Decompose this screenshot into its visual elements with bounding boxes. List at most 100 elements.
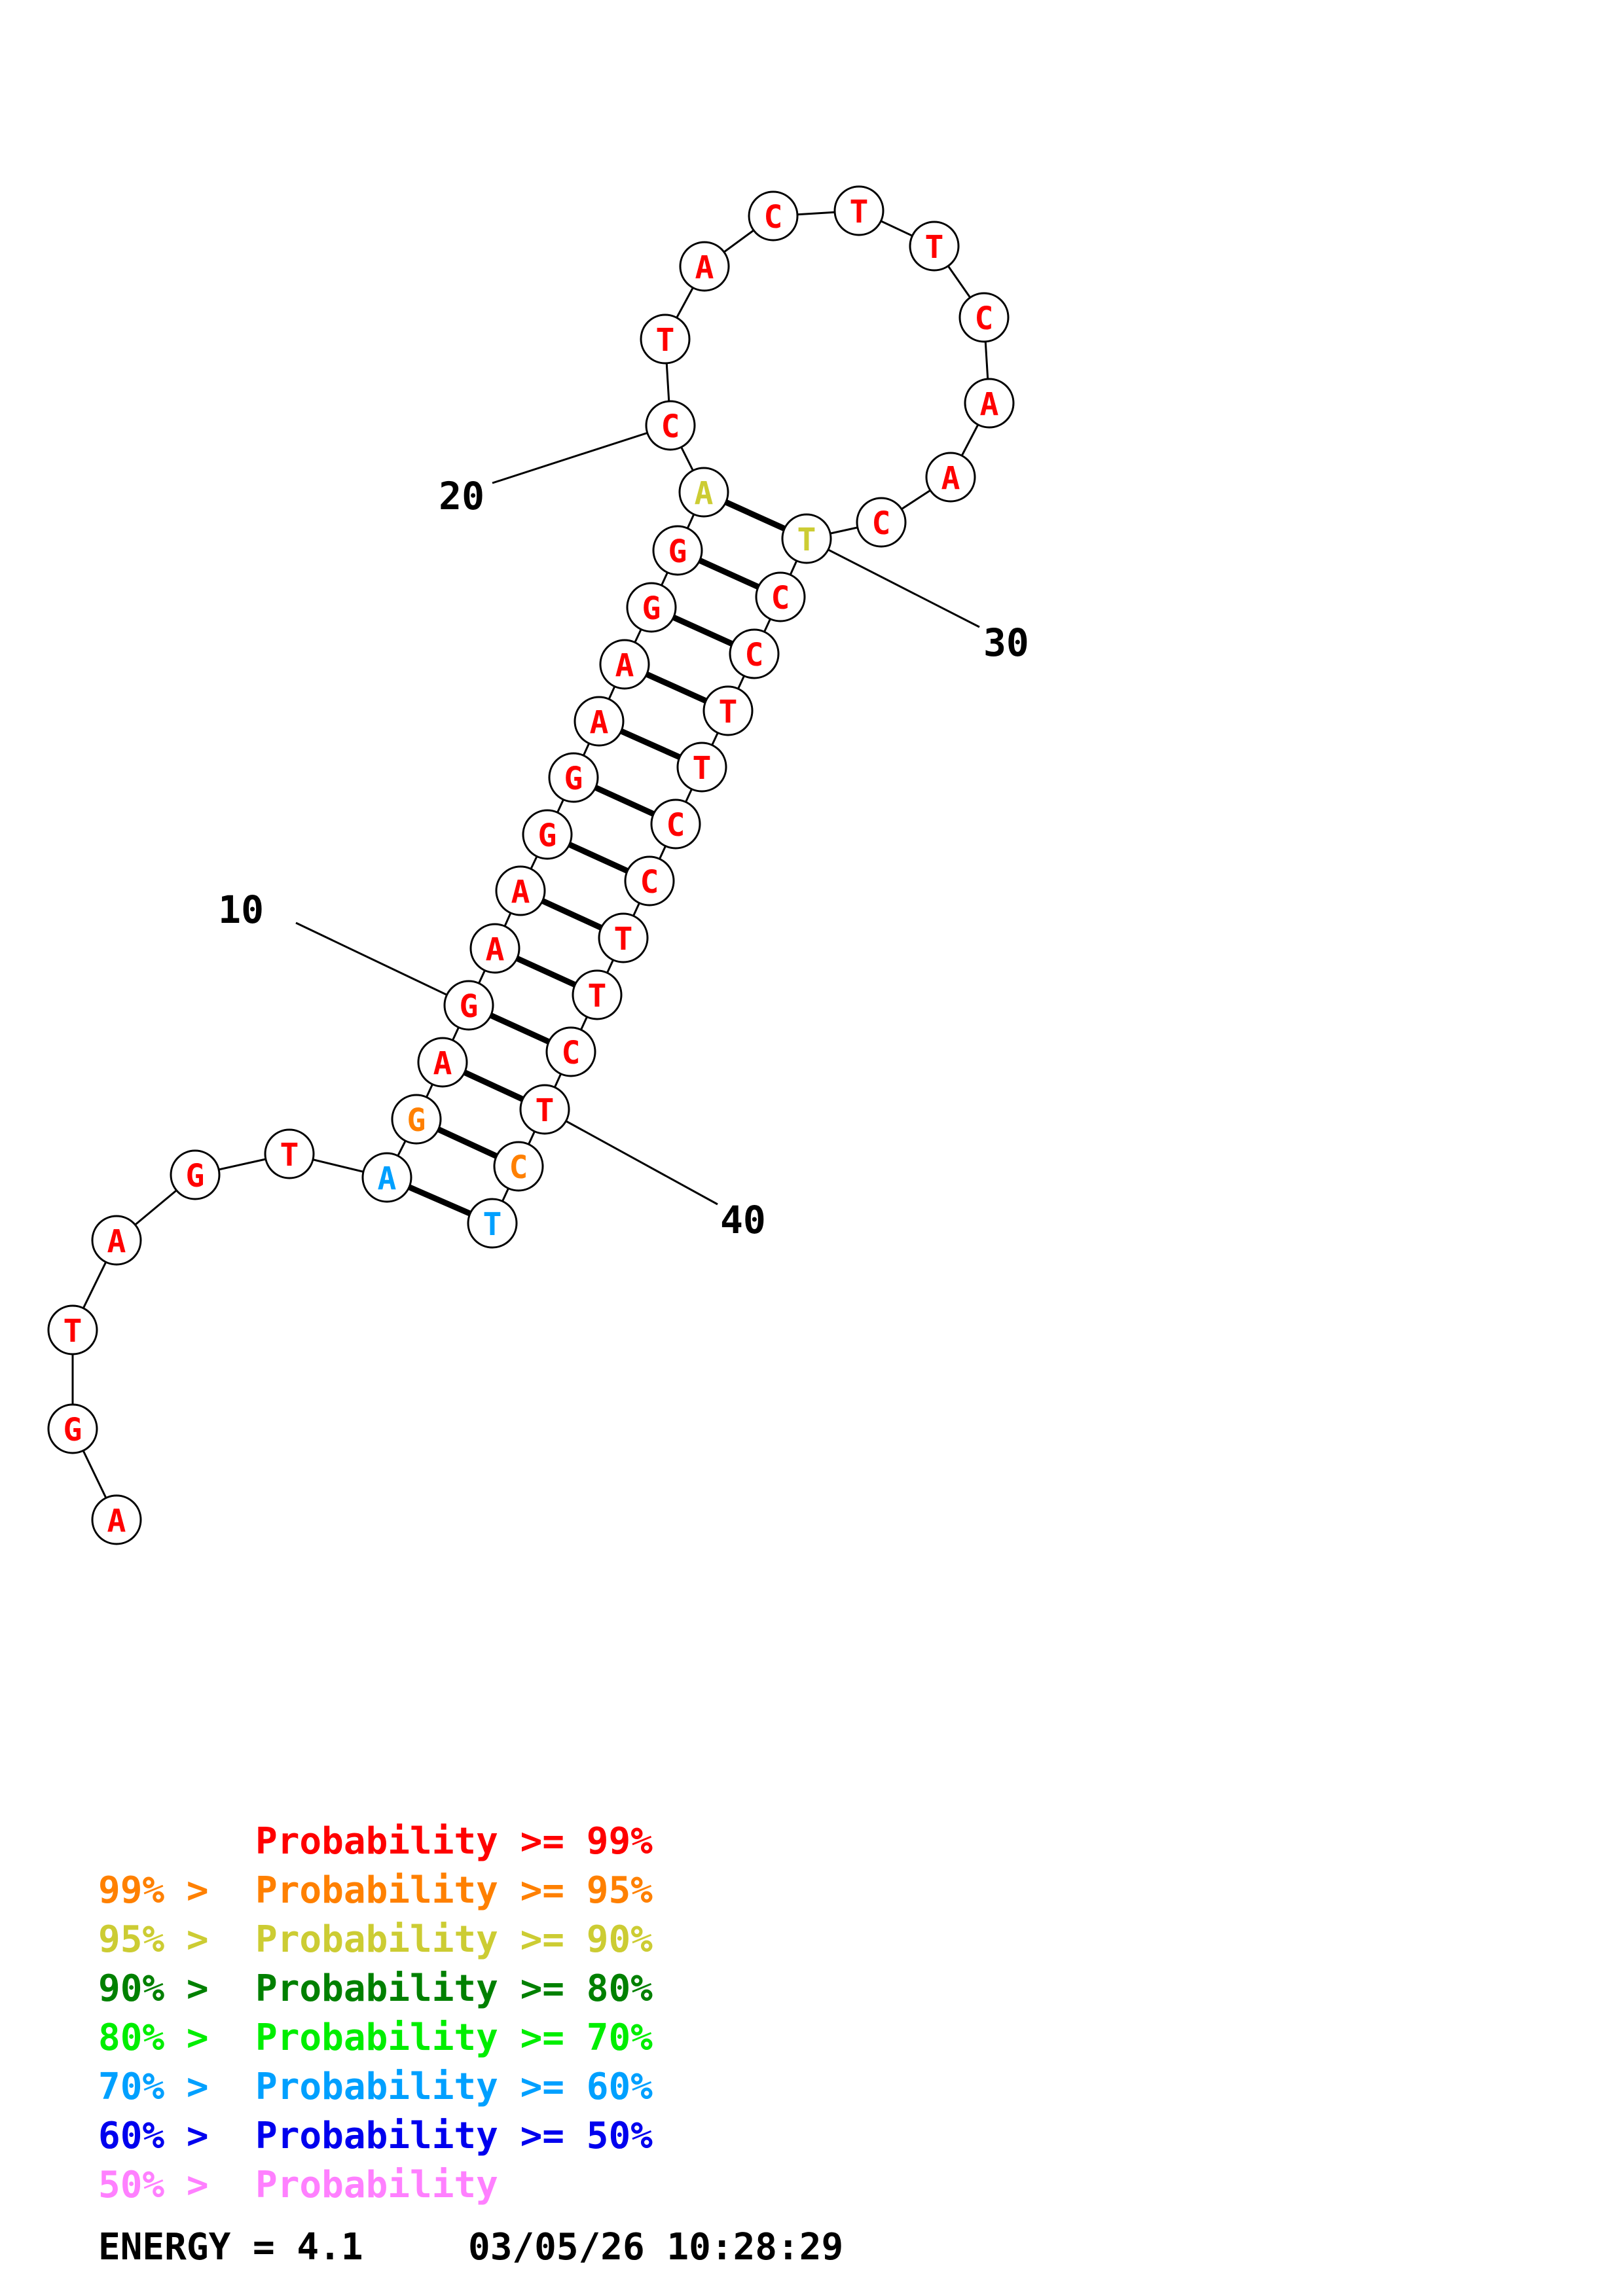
nucleotide-circle: [495, 865, 546, 916]
position-tick-line: [492, 424, 671, 484]
nucleotide-letter: G: [564, 761, 583, 797]
legend-row: 60% > Probability >= 50%: [98, 2115, 653, 2157]
nucleotide: A: [678, 467, 729, 518]
nucleotide: A: [469, 923, 520, 974]
nucleotide-circle: [519, 1084, 570, 1135]
legend-row: 70% > Probability >= 60%: [98, 2066, 653, 2108]
nucleotide-circle: [264, 1128, 315, 1179]
nucleotide-circle: [47, 1403, 98, 1454]
nucleotide: C: [729, 628, 780, 679]
nucleotide-letter: T: [483, 1206, 502, 1243]
nucleotide: G: [47, 1403, 98, 1454]
nucleotide-circle: [493, 1141, 544, 1192]
nucleotide-letter: A: [378, 1160, 397, 1197]
nucleotide-circle: [748, 190, 799, 242]
nucleotide-circle: [729, 628, 780, 679]
base-pair-bond: [672, 615, 734, 647]
nucleotide: T: [47, 1304, 98, 1355]
nucleotide-letter: C: [872, 505, 891, 542]
nucleotide: A: [91, 1215, 142, 1266]
nucleotide: C: [958, 292, 1010, 343]
nucleotide-letter: T: [693, 750, 712, 787]
nucleotide-circle: [833, 185, 884, 236]
nucleotide-circle: [522, 809, 573, 860]
nucleotide: G: [443, 980, 494, 1031]
nucleotide-circle: [702, 685, 754, 736]
nucleotide-circle: [574, 696, 625, 747]
nucleotide: G: [391, 1094, 442, 1145]
nucleotide: A: [91, 1494, 142, 1545]
nucleotide-letter: A: [615, 647, 634, 684]
nucleotide-circle: [652, 525, 703, 576]
base-pair-bond: [568, 842, 629, 874]
nucleotide-circle: [91, 1215, 142, 1266]
nucleotide: G: [626, 582, 677, 633]
position-label: 10: [218, 888, 264, 932]
legend-text: Probability >= 90%: [255, 1918, 653, 1961]
nucleotide-circle: [469, 923, 520, 974]
legend-prefix: 70% >: [98, 2066, 230, 2108]
nucleotide-letter: T: [588, 978, 607, 1014]
nucleotide: G: [170, 1149, 221, 1200]
nucleotide-letter: C: [640, 864, 659, 901]
position-tick-layer: 10 20 30 40: [218, 424, 1029, 1242]
nucleotide: C: [856, 497, 907, 548]
nucleotide-letter: C: [509, 1149, 528, 1186]
legend-prefix: 90% >: [98, 1967, 230, 2010]
nucleotide-circle: [676, 742, 727, 793]
nucleotide-circle: [679, 241, 730, 292]
nucleotide-letter: A: [695, 249, 714, 286]
nucleotide-letter: T: [64, 1313, 82, 1350]
nucleotide-letter: T: [719, 694, 738, 730]
nucleotide: T: [519, 1084, 570, 1135]
nucleotide-circle: [545, 1026, 596, 1077]
position-label: 30: [983, 620, 1029, 665]
nucleotide-letter: A: [107, 1503, 126, 1539]
legend-row: 95% > Probability >= 90%: [98, 1918, 653, 1961]
legend-text: Probability >= 60%: [255, 2066, 653, 2108]
nucleotide-letter: T: [925, 229, 944, 266]
legend-prefix: 50% >: [98, 2164, 230, 2206]
timestamp: 03/05/26 10:28:29: [468, 2226, 843, 2269]
nucleotide: T: [467, 1198, 518, 1249]
legend-row: Probability >= 99%: [255, 1820, 653, 1863]
nucleotide-letter: A: [590, 704, 609, 741]
base-pair-bond: [541, 898, 603, 931]
nucleotide: A: [361, 1152, 412, 1203]
nucleotide: T: [264, 1128, 315, 1179]
nucleotide-letter: A: [511, 874, 530, 910]
nucleotide-circle: [548, 752, 599, 803]
base-pair-bond: [463, 1069, 524, 1102]
legend-text: Probability >= 70%: [255, 2017, 653, 2059]
legend-text: Probability >= 95%: [255, 1869, 653, 1912]
nucleotide: T: [781, 513, 832, 564]
nucleotide-letter: G: [642, 590, 661, 627]
nucleotide-circle: [467, 1198, 518, 1249]
legend-text: Probability: [255, 2164, 498, 2206]
nucleotide-circle: [650, 798, 701, 850]
probability-legend: Probability >= 99% 99% > Probability >= …: [98, 1820, 653, 2206]
nucleotide-circle: [645, 400, 696, 451]
nucleotide-circle: [964, 378, 1015, 429]
base-pair-bond: [408, 1184, 471, 1217]
nucleotide: C: [650, 798, 701, 850]
nucleotide: A: [964, 378, 1015, 429]
nucleotide-letter: A: [980, 386, 999, 423]
nucleotide-circle: [755, 571, 806, 622]
nucleotide: T: [598, 912, 649, 963]
legend-row: 90% > Probability >= 80%: [98, 1967, 653, 2010]
nucleotide: A: [495, 865, 546, 916]
base-pair-bond: [515, 956, 577, 988]
nucleotide: T: [909, 221, 960, 272]
nucleotide-letter: C: [764, 199, 783, 236]
nucleotide-circle: [624, 855, 675, 906]
nucleotide: A: [417, 1037, 468, 1088]
nucleotide: T: [833, 185, 884, 236]
legend-prefix: 99% >: [98, 1869, 230, 1912]
base-pair-bond: [724, 499, 786, 531]
legend-prefix: 80% >: [98, 2017, 230, 2059]
nucleotide: A: [679, 241, 730, 292]
nucleotide: G: [522, 809, 573, 860]
